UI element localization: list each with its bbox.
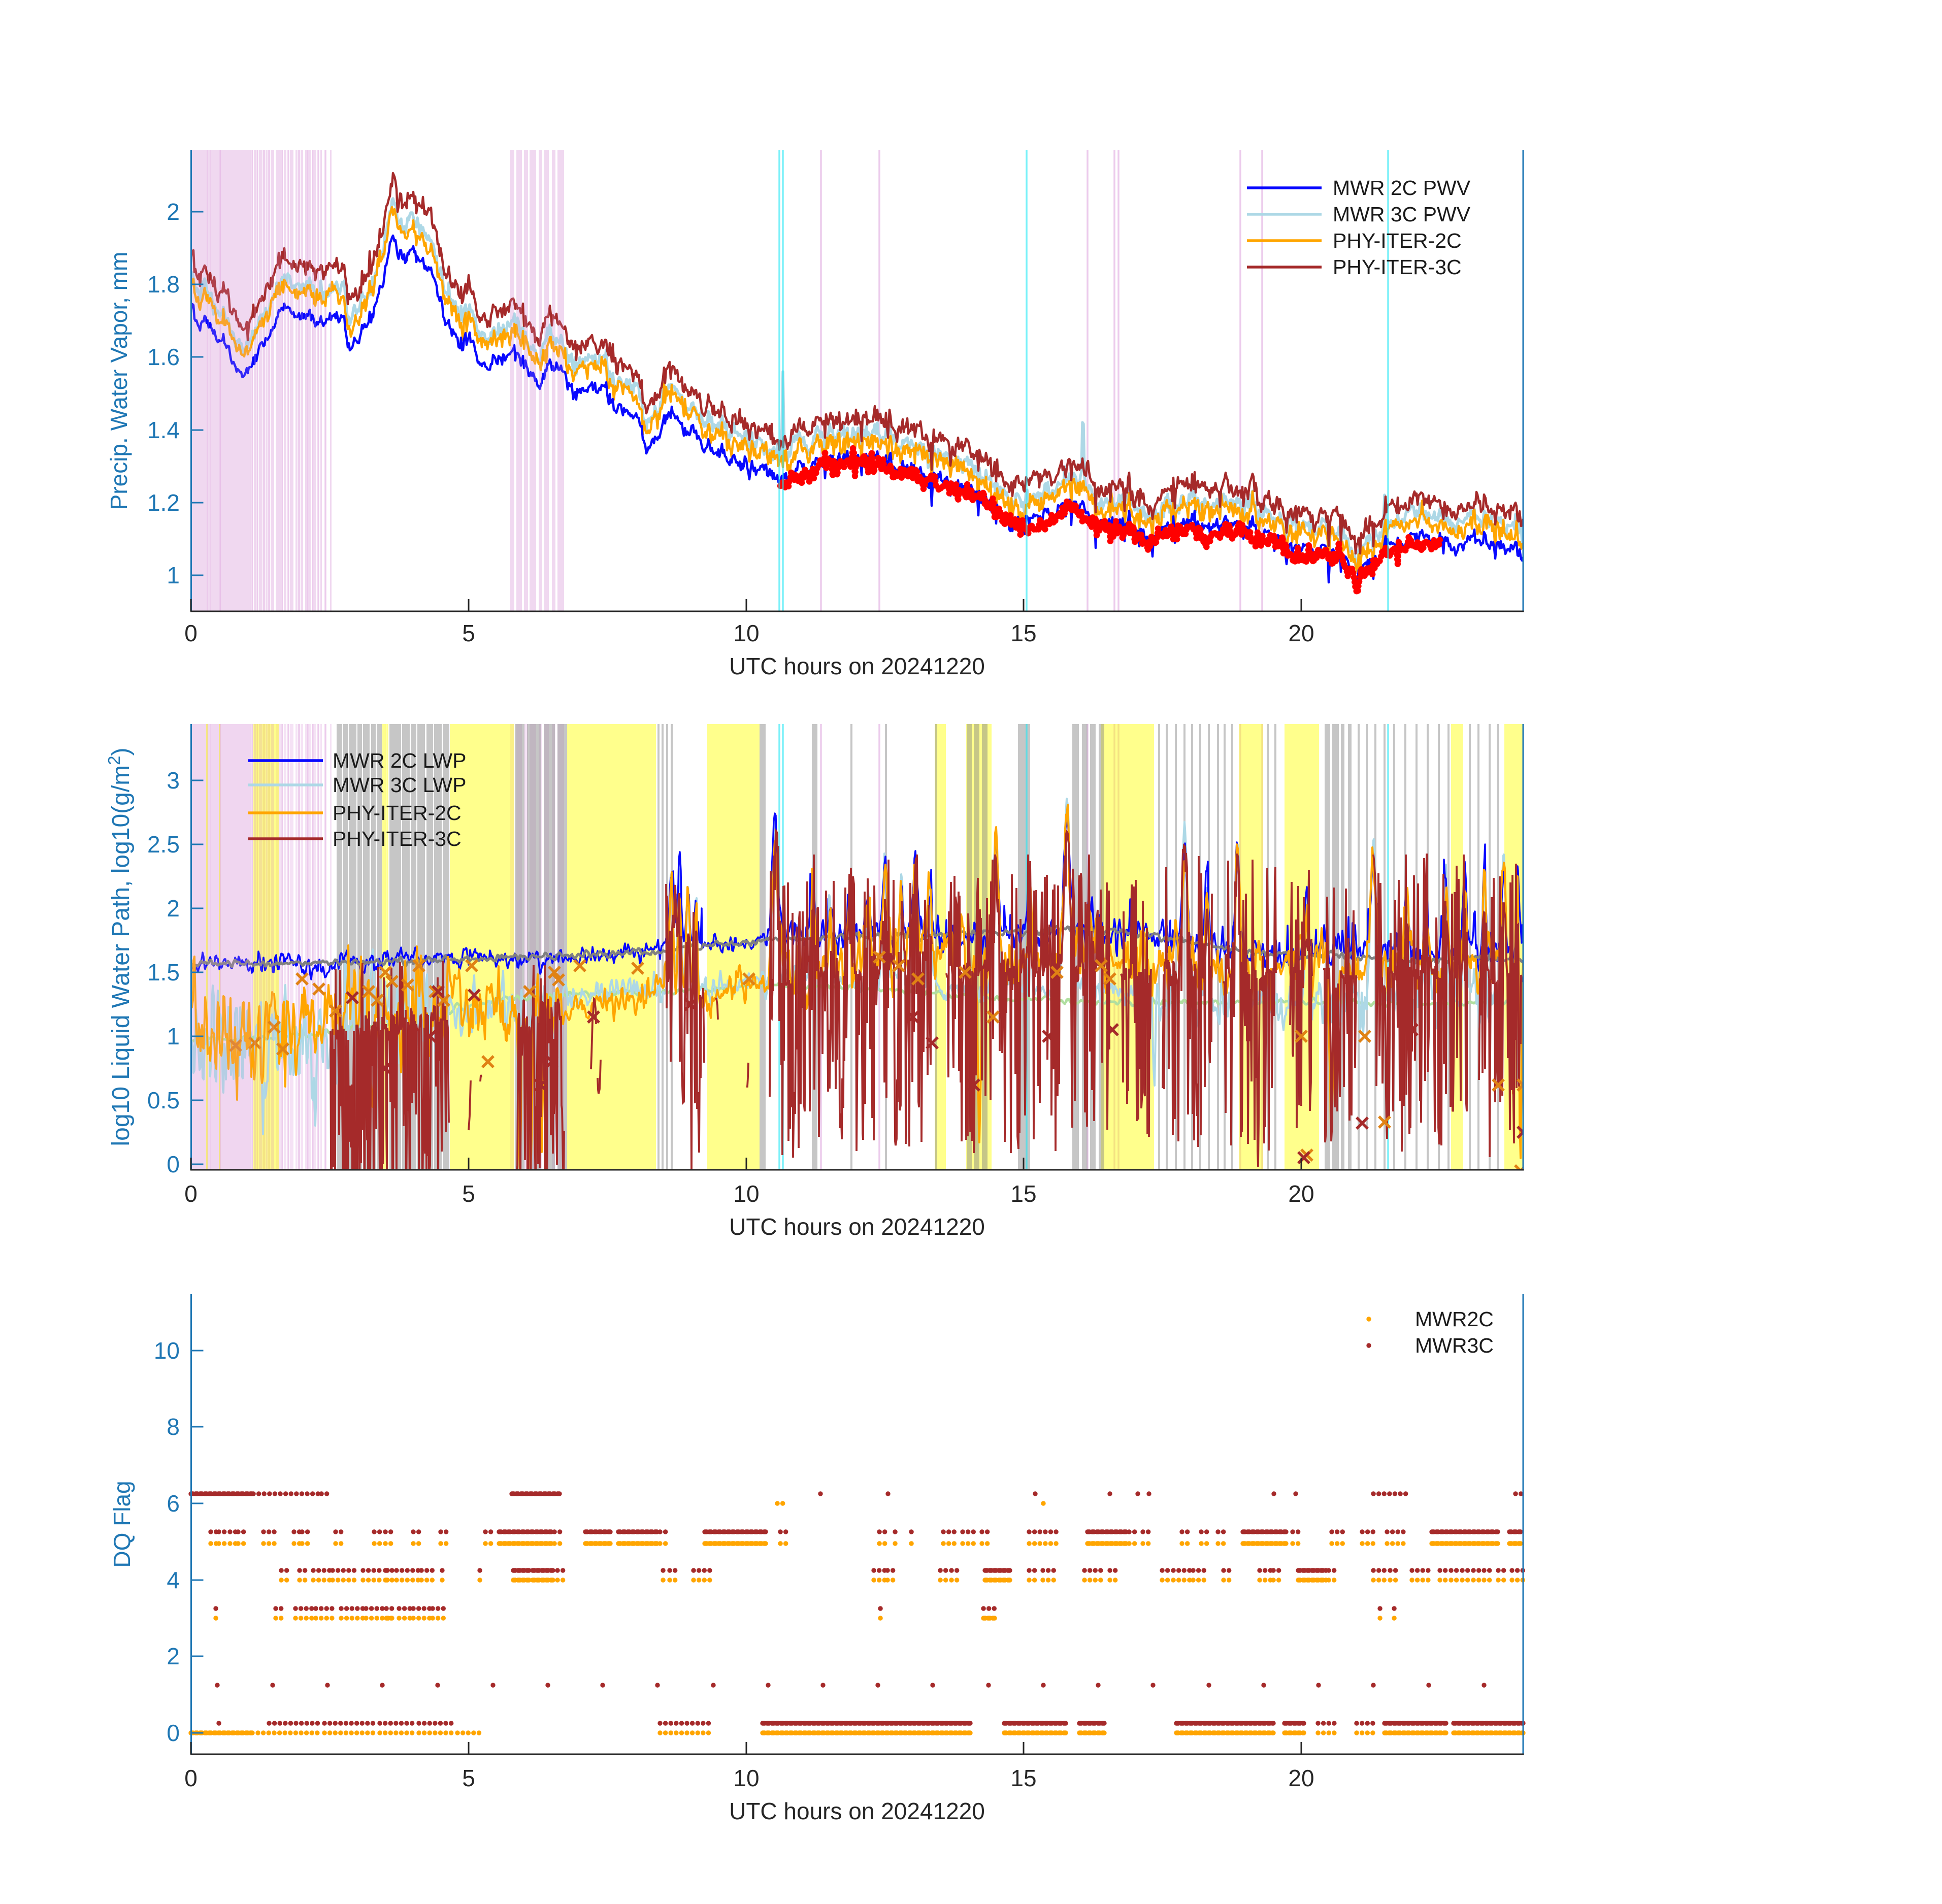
svg-text:log10 Liquid Water Path, log10: log10 Liquid Water Path, log10(g/m2) <box>105 748 135 1146</box>
svg-text:10: 10 <box>154 1337 180 1364</box>
svg-text:10: 10 <box>733 1180 759 1207</box>
svg-text:PHY-ITER-2C: PHY-ITER-2C <box>333 801 462 825</box>
svg-text:1.6: 1.6 <box>147 344 180 370</box>
svg-text:20: 20 <box>1288 1180 1314 1207</box>
svg-text:PHY-ITER-3C: PHY-ITER-3C <box>1333 255 1462 279</box>
svg-text:2: 2 <box>167 1643 180 1669</box>
svg-text:10: 10 <box>733 620 759 646</box>
svg-text:0: 0 <box>184 1765 198 1791</box>
svg-text:0: 0 <box>184 620 198 646</box>
svg-text:15: 15 <box>1010 1765 1036 1791</box>
svg-text:MWR2C: MWR2C <box>1415 1307 1494 1331</box>
svg-text:1.5: 1.5 <box>147 959 180 986</box>
svg-text:5: 5 <box>462 1180 475 1207</box>
svg-text:1: 1 <box>167 562 180 588</box>
svg-text:Precip. Water Vapor, mm: Precip. Water Vapor, mm <box>106 252 132 510</box>
svg-text:0: 0 <box>184 1180 198 1207</box>
svg-text:8: 8 <box>167 1414 180 1440</box>
svg-text:1.4: 1.4 <box>147 417 180 443</box>
svg-text:DQ Flag: DQ Flag <box>109 1481 135 1567</box>
svg-text:MWR 2C PWV: MWR 2C PWV <box>1333 176 1471 200</box>
svg-text:MWR3C: MWR3C <box>1415 1334 1494 1357</box>
svg-text:6: 6 <box>167 1490 180 1517</box>
svg-text:5: 5 <box>462 620 475 646</box>
svg-text:20: 20 <box>1288 1765 1314 1791</box>
svg-text:MWR 3C PWV: MWR 3C PWV <box>1333 203 1471 226</box>
svg-text:5: 5 <box>462 1765 475 1791</box>
svg-text:20: 20 <box>1288 620 1314 646</box>
svg-text:1: 1 <box>167 1023 180 1049</box>
svg-text:2.5: 2.5 <box>147 831 180 858</box>
svg-text:1.8: 1.8 <box>147 271 180 298</box>
svg-text:10: 10 <box>733 1765 759 1791</box>
svg-text:1.2: 1.2 <box>147 489 180 516</box>
svg-text:UTC hours on 20241220: UTC hours on 20241220 <box>729 653 985 679</box>
svg-text:4: 4 <box>167 1567 180 1593</box>
svg-text:0.5: 0.5 <box>147 1087 180 1113</box>
svg-text:3: 3 <box>167 767 180 794</box>
svg-text:15: 15 <box>1010 1180 1036 1207</box>
svg-text:2: 2 <box>167 199 180 225</box>
svg-text:UTC hours on 20241220: UTC hours on 20241220 <box>729 1798 985 1824</box>
svg-text:MWR 3C LWP: MWR 3C LWP <box>333 773 466 797</box>
svg-text:UTC hours on 20241220: UTC hours on 20241220 <box>729 1213 985 1240</box>
svg-text:0: 0 <box>167 1720 180 1746</box>
svg-text:2: 2 <box>167 895 180 922</box>
svg-text:PHY-ITER-2C: PHY-ITER-2C <box>1333 229 1462 252</box>
svg-text:MWR 2C LWP: MWR 2C LWP <box>333 749 466 772</box>
svg-text:0: 0 <box>167 1151 180 1177</box>
svg-text:PHY-ITER-3C: PHY-ITER-3C <box>333 827 462 850</box>
svg-text:15: 15 <box>1010 620 1036 646</box>
